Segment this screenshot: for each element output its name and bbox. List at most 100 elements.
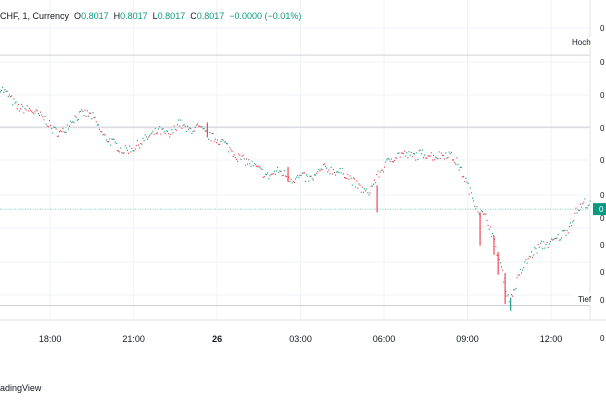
candle-481	[535, 248, 537, 250]
candle-452	[503, 281, 505, 283]
candle-400	[445, 152, 447, 154]
candle-111	[123, 152, 125, 154]
brand-watermark[interactable]: adingView	[0, 383, 42, 393]
candle-203	[225, 142, 227, 145]
price-scale-label-1: 0	[600, 58, 605, 67]
candle-165	[183, 124, 185, 126]
time-tick-label-1: 21:00	[122, 334, 145, 344]
candle-62	[69, 125, 71, 127]
price-scale-label-5: 0	[600, 191, 605, 200]
candle-307	[341, 167, 343, 170]
candle-181	[201, 126, 203, 128]
candle-521	[579, 203, 581, 205]
candle-183	[203, 128, 205, 130]
candle-491	[546, 242, 548, 244]
candle-510	[567, 232, 569, 234]
candle-106	[118, 150, 119, 152]
candle-216	[240, 158, 242, 160]
candle-497	[553, 239, 555, 241]
candle-435	[484, 213, 486, 215]
candle-47	[52, 132, 54, 134]
candle-2	[2, 86, 4, 89]
candle-30	[33, 113, 35, 115]
candle-172	[191, 132, 193, 135]
candle-330	[367, 192, 369, 194]
candle-317	[352, 177, 354, 179]
candle-426	[474, 205, 476, 208]
candle-308	[342, 173, 344, 175]
candle-245	[272, 173, 274, 175]
candle-26	[28, 107, 30, 110]
candle-155	[172, 132, 174, 134]
candle-528	[587, 205, 589, 207]
candle-88	[97, 124, 99, 126]
candle-217	[241, 155, 243, 157]
candle-260	[289, 180, 291, 183]
candle-256	[284, 175, 286, 177]
high-marker-label: Hoch	[568, 37, 595, 48]
candle-315	[350, 177, 352, 179]
candle-253	[281, 175, 283, 177]
candle-324	[360, 191, 362, 193]
candle-339	[377, 170, 379, 172]
candle-177	[197, 123, 199, 125]
candle-197	[219, 143, 221, 145]
candle-478	[532, 256, 534, 258]
symbol-legend: CHF, 1, Currency O0.8017 H0.8017 L0.8017…	[0, 11, 301, 21]
time-tick-label-3: 03:00	[289, 334, 312, 344]
candle-56	[62, 127, 64, 130]
candle-385	[428, 155, 430, 157]
candle-356	[396, 157, 398, 159]
candle-293	[326, 167, 328, 169]
candle-271	[301, 172, 303, 174]
candle-178	[198, 125, 200, 127]
candle-71	[79, 111, 81, 113]
candle-67	[74, 115, 76, 117]
candle-29	[32, 112, 34, 114]
candle-509	[566, 229, 568, 232]
candle-18	[20, 108, 22, 110]
candle-334	[371, 185, 373, 187]
candle-218	[242, 154, 244, 156]
candle-436	[485, 213, 487, 215]
candle-345	[384, 166, 386, 168]
candles	[0, 86, 591, 311]
candle-328	[365, 190, 367, 192]
candle-392	[436, 157, 438, 159]
candle-254	[282, 174, 284, 176]
candle-42	[46, 125, 48, 127]
candle-438	[487, 224, 489, 226]
candle-115	[128, 152, 130, 154]
candle-423	[470, 192, 472, 194]
candle-314	[349, 175, 351, 177]
candle-280	[311, 178, 313, 180]
candle-338	[376, 174, 378, 176]
candle-235	[261, 168, 263, 171]
candle-311	[346, 177, 348, 180]
candle-358	[398, 152, 400, 154]
candle-479	[533, 254, 535, 256]
candle-331	[368, 194, 370, 196]
candle-398	[443, 155, 445, 157]
candle-148	[164, 132, 166, 134]
candle-506	[563, 230, 565, 232]
candle-19	[21, 103, 23, 105]
candle-383	[426, 157, 428, 159]
candle-265	[295, 178, 296, 180]
candle-319	[355, 186, 357, 188]
candle-340	[378, 176, 380, 178]
candle-221	[246, 158, 248, 160]
candle-410	[456, 157, 458, 159]
candle-202	[224, 141, 226, 143]
candle-439	[488, 228, 490, 230]
candle-515	[573, 220, 575, 222]
candle-351	[390, 158, 392, 160]
candle-485	[539, 242, 541, 244]
candle-471	[524, 261, 526, 263]
candle-277	[308, 180, 310, 182]
candle-273	[303, 172, 305, 174]
candle-444	[494, 238, 496, 240]
candle-127	[141, 143, 143, 145]
